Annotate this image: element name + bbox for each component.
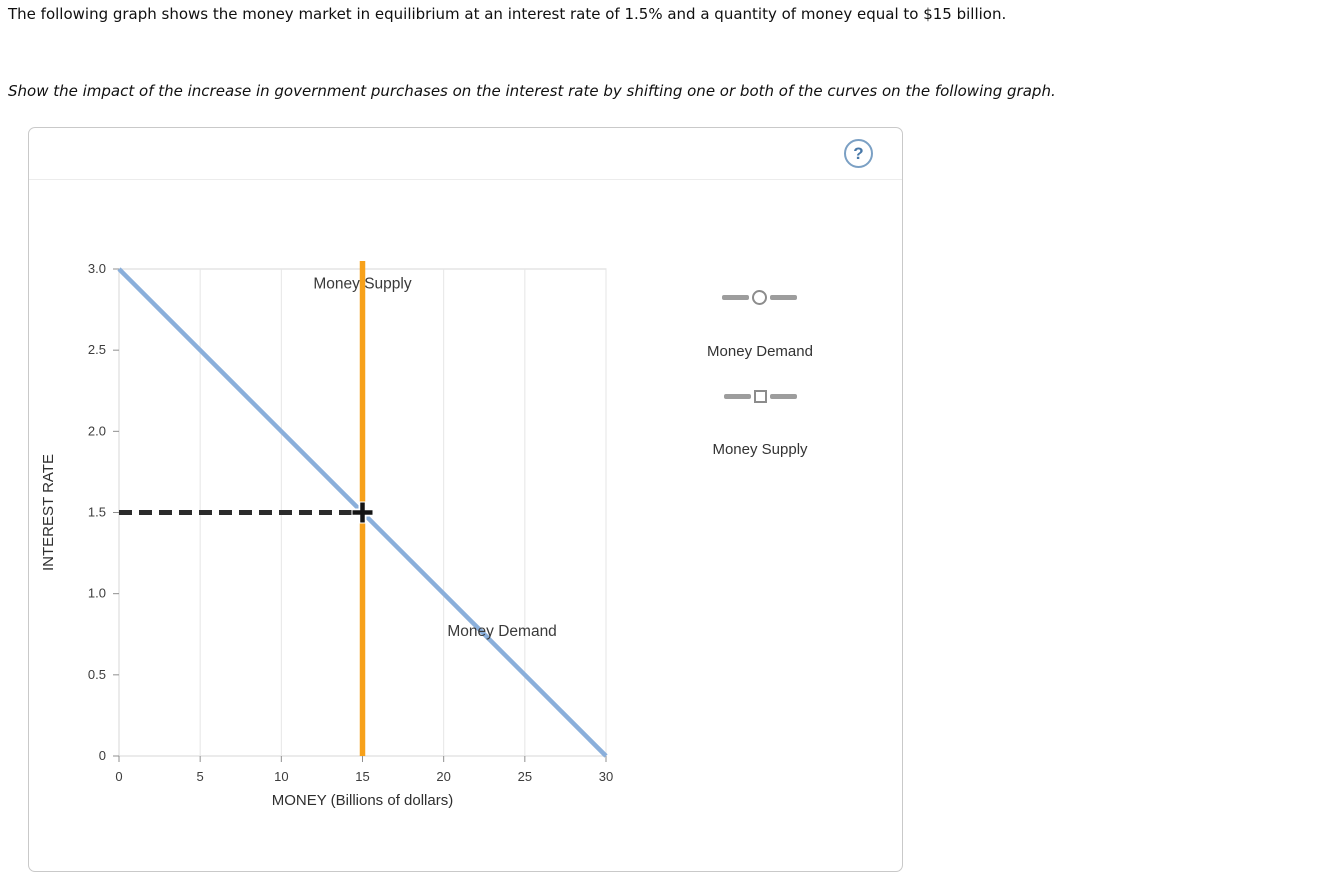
y-tick-label: 3.0 xyxy=(88,261,106,276)
palette-item-money-supply[interactable]: Money Supply xyxy=(712,390,808,458)
money-market-graph[interactable]: 0 5 10 15 20 25 30 0 0.5 1.0 1.5 2.0 2.5 3.0 MONEY (Bi… xyxy=(29,257,654,817)
equilibrium-point-marker[interactable] xyxy=(352,502,373,523)
palette-label-money-demand: Money Demand xyxy=(707,343,813,360)
x-tick-label: 0 xyxy=(115,769,122,784)
y-tick-label: 0 xyxy=(99,748,106,763)
money-demand-drag-handle[interactable] xyxy=(722,290,798,305)
question-instruction-text: Show the impact of the increase in gover… xyxy=(8,82,1056,100)
graph-tool-body: 0 5 10 15 20 25 30 0 0.5 1.0 1.5 2.0 2.5 3.0 MONEY (Bi… xyxy=(29,180,902,817)
y-tick-label: 0.5 xyxy=(88,667,106,682)
handle-line xyxy=(770,295,798,300)
x-tick-label: 20 xyxy=(436,769,450,784)
question-intro-text: The following graph shows the money mark… xyxy=(8,5,1007,23)
y-axis-title: INTEREST RATE xyxy=(40,454,57,571)
curve-label-money-supply: Money Supply xyxy=(313,275,411,292)
x-tick-label: 10 xyxy=(274,769,288,784)
x-tick-label: 25 xyxy=(518,769,532,784)
x-axis-title: MONEY (Billions of dollars) xyxy=(272,792,453,809)
circle-marker-icon xyxy=(752,290,768,305)
money-supply-drag-handle[interactable] xyxy=(723,390,797,403)
handle-line xyxy=(723,394,751,399)
y-tick-label: 1.5 xyxy=(88,505,106,520)
palette-item-money-demand[interactable]: Money Demand xyxy=(707,290,813,360)
x-tick-label: 30 xyxy=(599,769,613,784)
help-icon[interactable]: ? xyxy=(844,139,873,168)
y-tick-label: 1.0 xyxy=(88,586,106,601)
x-tick-label: 15 xyxy=(355,769,369,784)
y-tick-label: 2.5 xyxy=(88,342,106,357)
curve-label-money-demand: Money Demand xyxy=(447,623,556,640)
square-marker-icon xyxy=(753,390,767,403)
graph-tool-panel: ? 0 5 10 15 20 25 30 0 0.5 1.0 1.5 2.0 2.5 3.0 MONEY (… xyxy=(28,127,903,872)
graph-tool-header: ? xyxy=(29,128,902,180)
palette-label-money-supply: Money Supply xyxy=(712,441,808,458)
handle-line xyxy=(722,295,750,300)
handle-line xyxy=(769,394,797,399)
y-tick-label: 2.0 xyxy=(88,423,106,438)
curve-palette: Money Demand Money Supply xyxy=(685,290,835,488)
x-tick-label: 5 xyxy=(197,769,204,784)
